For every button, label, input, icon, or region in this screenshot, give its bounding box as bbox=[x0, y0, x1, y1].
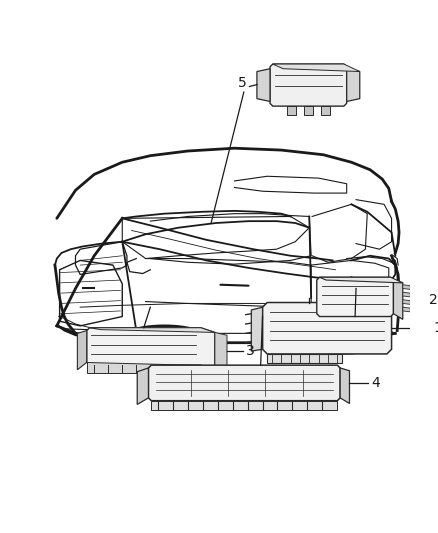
Polygon shape bbox=[87, 328, 215, 370]
Polygon shape bbox=[251, 307, 262, 351]
Polygon shape bbox=[151, 401, 337, 410]
Polygon shape bbox=[78, 330, 87, 370]
Polygon shape bbox=[347, 69, 360, 101]
Polygon shape bbox=[403, 292, 410, 297]
Text: 2: 2 bbox=[429, 293, 438, 306]
Polygon shape bbox=[403, 285, 410, 289]
Polygon shape bbox=[321, 106, 330, 116]
Polygon shape bbox=[393, 280, 403, 319]
Polygon shape bbox=[403, 307, 410, 312]
Text: 4: 4 bbox=[371, 376, 380, 390]
Polygon shape bbox=[262, 303, 392, 354]
Polygon shape bbox=[304, 106, 313, 116]
Polygon shape bbox=[320, 277, 403, 283]
Polygon shape bbox=[273, 64, 360, 71]
Polygon shape bbox=[89, 328, 215, 333]
Polygon shape bbox=[270, 64, 347, 106]
Polygon shape bbox=[87, 362, 203, 373]
Polygon shape bbox=[287, 106, 296, 116]
Polygon shape bbox=[340, 368, 350, 403]
Polygon shape bbox=[267, 354, 342, 364]
Polygon shape bbox=[257, 69, 270, 101]
Polygon shape bbox=[317, 277, 393, 317]
Polygon shape bbox=[137, 368, 148, 405]
Polygon shape bbox=[148, 365, 340, 401]
Text: 5: 5 bbox=[237, 76, 246, 90]
Text: 1: 1 bbox=[434, 321, 438, 335]
Polygon shape bbox=[215, 333, 227, 373]
Text: 3: 3 bbox=[246, 344, 254, 358]
Polygon shape bbox=[403, 300, 410, 304]
